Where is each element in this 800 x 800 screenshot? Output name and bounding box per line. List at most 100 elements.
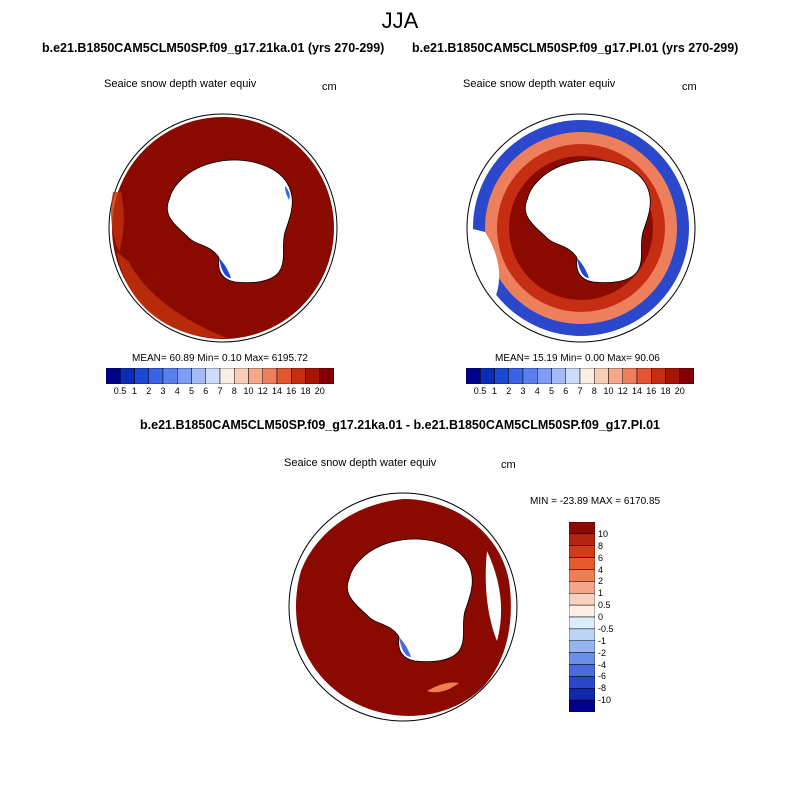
panel-21ka-colorbar-box: [205, 368, 221, 384]
panel-diff-colorbar: [569, 522, 595, 712]
panel-21ka-colorbar-tick-label: 20: [314, 386, 325, 396]
coastal-low-value-shading: [219, 258, 231, 278]
panel-pi-colorbar-box: [594, 368, 609, 384]
open-ocean-gap: [485, 551, 502, 641]
panel-diff-units-label: cm: [501, 459, 516, 471]
panel-21ka-colorbar-box: [319, 368, 334, 384]
panel-21ka-colorbar-box: [191, 368, 206, 384]
panel-pi-variable-label: Seaice snow depth water equiv: [463, 78, 616, 90]
panel-diff-colorbar-tick-label: -2: [598, 647, 607, 658]
panel-21ka-colorbar-box: [134, 368, 149, 384]
coastal-low-value-shading: [577, 258, 589, 278]
panel-diff-colorbar-box: [569, 664, 595, 677]
panel-pi-colorbar-tick-label: 3: [520, 386, 526, 396]
panel-pi-units-label: cm: [682, 81, 697, 93]
panel-pi-colorbar-box: [494, 368, 509, 384]
panel-diff-colorbar-box: [569, 581, 595, 594]
panel-diff-colorbar-tick-label: -8: [598, 683, 607, 694]
panel-21ka-colorbar-tick-label: 4: [174, 386, 180, 396]
antarctica-land: [346, 538, 473, 663]
panel-diff-colorbar-box: [569, 676, 595, 689]
panel-diff-colorbar-tick-label: 0.5: [598, 600, 611, 611]
panel-21ka-colorbar-tick-label: 3: [160, 386, 166, 396]
panel-pi-colorbar-box: [508, 368, 524, 384]
panel-21ka-colorbar-tick-label: 6: [203, 386, 209, 396]
panel-21ka-colorbar: [106, 368, 334, 384]
sea-ice-edge-shading: [117, 252, 227, 339]
panel-21ka-colorbar-box: [291, 368, 306, 384]
panel-21ka-colorbar-box: [262, 368, 278, 384]
panel-21ka-colorbar-box: [177, 368, 192, 384]
panel-21ka-colorbar-tick-label: 8: [231, 386, 237, 396]
panel-diff-colorbar-tick-label: -6: [598, 671, 607, 682]
panel-21ka-colorbar-box: [120, 368, 135, 384]
panel-pi-colorbar-box: [636, 368, 652, 384]
panel-21ka-colorbar-tick-label: 0.5: [113, 386, 127, 396]
panel-21ka-stats: MEAN= 60.89 Min= 0.10 Max= 6195.72: [132, 353, 308, 364]
panel-diff-case-title: b.e21.B1850CAM5CLM50SP.f09_g17.21ka.01 -…: [140, 418, 660, 432]
panel-pi-colorbar-tick-label: 7: [577, 386, 583, 396]
panel-21ka-colorbar-tick-label: 5: [189, 386, 195, 396]
panel-pi-colorbar-box: [679, 368, 694, 384]
panel-diff-colorbar-box: [569, 616, 595, 630]
panel-pi-colorbar-box: [551, 368, 566, 384]
panel-diff-colorbar-box: [569, 533, 595, 546]
panel-21ka-colorbar-tick-label: 12: [257, 386, 268, 396]
panel-pi-colorbar-tick-label: 20: [674, 386, 685, 396]
panel-pi-map: [466, 113, 696, 343]
panel-pi-colorbar-box: [579, 368, 595, 384]
coastal-low-value-shading-2: [285, 186, 290, 200]
panel-diff-colorbar-tick-label: -10: [598, 695, 612, 706]
panel-21ka-colorbar-tick-label: 16: [286, 386, 297, 396]
panel-diff-colorbar-tick-label: -4: [598, 659, 607, 670]
panel-21ka-colorbar-labels: 0.5 1 2 3 4 5 6 7 8 10 12 14 16 18 20: [106, 386, 334, 400]
panel-diff-colorbar-tick-label: 2: [598, 576, 604, 587]
panel-pi-colorbar-tick-label: 1: [492, 386, 498, 396]
panel-diff-colorbar-box: [569, 699, 595, 712]
panel-pi-colorbar-tick-label: 5: [549, 386, 555, 396]
panel-pi-colorbar-tick-label: 0.5: [473, 386, 487, 396]
panel-pi-colorbar-tick-label: 2: [506, 386, 512, 396]
panel-diff-colorbar-tick-label: 0: [598, 612, 604, 622]
panel-21ka-case-title: b.e21.B1850CAM5CLM50SP.f09_g17.21ka.01 (…: [42, 41, 385, 55]
panel-pi-colorbar-box: [651, 368, 666, 384]
panel-21ka-colorbar-box: [305, 368, 320, 384]
panel-pi-colorbar-tick-label: 18: [660, 386, 671, 396]
panel-pi-stats: MEAN= 15.19 Min= 0.00 Max= 90.06: [495, 353, 660, 364]
panel-pi-colorbar-tick-label: 12: [617, 386, 628, 396]
figure-title: JJA: [381, 8, 419, 33]
panel-21ka-colorbar-tick-label: 1: [132, 386, 138, 396]
panel-pi-colorbar-box: [622, 368, 638, 384]
panel-pi-colorbar-box: [466, 368, 481, 384]
panel-pi-colorbar-box: [522, 368, 538, 384]
panel-diff-colorbar-tick-label: 8: [598, 540, 604, 551]
panel-diff-colorbar-tick-label: 6: [598, 552, 604, 563]
panel-diff-colorbar-labels: 10 8 6 4 2 1 0.5 0 -0.5 -1 -2 -4 -6 -8 -10: [598, 522, 638, 712]
panel-21ka-colorbar-box: [248, 368, 263, 384]
panel-diff-colorbar-box: [569, 640, 595, 653]
offshore-anomaly-patch: [427, 682, 459, 693]
panel-diff-colorbar-box: [569, 545, 595, 558]
antarctica-land: [166, 159, 293, 284]
panel-pi-colorbar-labels: 0.5 1 2 3 4 5 6 7 8 10 12 14 16 18 20: [466, 386, 694, 400]
panel-diff-colorbar-tick-label: -0.5: [598, 623, 614, 634]
panel-diff-colorbar-box: [569, 652, 595, 665]
panel-21ka-colorbar-tick-label: 10: [243, 386, 254, 396]
panel-pi-colorbar-tick-label: 6: [563, 386, 569, 396]
panel-pi-colorbar: [466, 368, 694, 384]
panel-diff-colorbar-box: [569, 628, 595, 641]
panel-21ka-colorbar-tick-label: 18: [300, 386, 311, 396]
panel-diff-colorbar-tick-label: -1: [598, 635, 607, 646]
panel-21ka-colorbar-box: [276, 368, 292, 384]
panel-pi-colorbar-tick-label: 14: [632, 386, 643, 396]
panel-diff-colorbar-tick-label: 10: [598, 528, 609, 539]
antarctica-land: [524, 159, 651, 284]
panel-21ka-colorbar-tick-label: 2: [146, 386, 152, 396]
panel-pi-colorbar-tick-label: 10: [603, 386, 614, 396]
panel-diff-variable-label: Seaice snow depth water equiv: [284, 457, 437, 469]
panel-pi-colorbar-box: [480, 368, 495, 384]
open-ocean-gap: [469, 228, 500, 298]
panel-21ka-colorbar-box: [148, 368, 164, 384]
panel-diff-colorbar-box: [569, 569, 595, 582]
panel-pi-colorbar-box: [608, 368, 623, 384]
